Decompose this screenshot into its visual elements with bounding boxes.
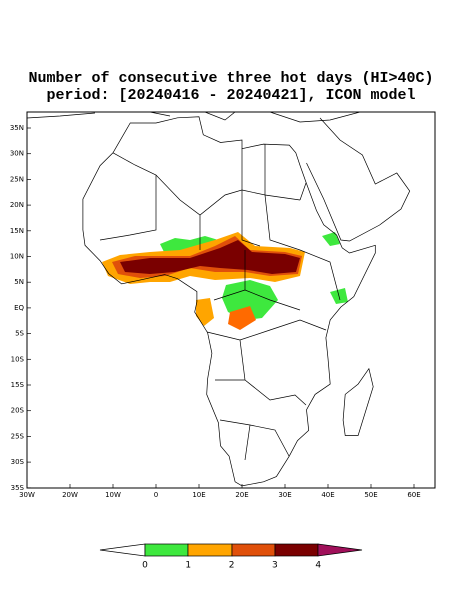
- title-line-1: Number of consecutive three hot days (HI…: [28, 70, 433, 87]
- lon-label: 40E: [321, 491, 334, 499]
- lat-label: 20S: [11, 407, 25, 415]
- lat-label: 15S: [11, 381, 25, 389]
- lon-label: 0: [154, 491, 158, 499]
- arabia-coastline: [306, 117, 411, 242]
- shade-green: [222, 280, 278, 320]
- lon-label: 60E: [407, 491, 420, 499]
- colorbar-label: 4: [315, 561, 321, 571]
- lat-label: 15N: [10, 227, 24, 235]
- lat-label: 5S: [15, 330, 24, 338]
- hazard-shading: [102, 232, 348, 330]
- lat-label: 20N: [10, 201, 24, 209]
- country-borders: [99, 144, 341, 461]
- lat-label: 5N: [14, 278, 24, 286]
- lon-label: 20E: [235, 491, 248, 499]
- map-area: [26, 111, 436, 489]
- lat-label: EQ: [14, 304, 24, 312]
- africa-coastline: [82, 116, 376, 487]
- colorbar-dark-orange: [231, 543, 276, 557]
- shade-dark-orange: [228, 306, 256, 330]
- lat-label: 35S: [11, 484, 25, 492]
- lon-label: 10E: [192, 491, 205, 499]
- europe-coastline: [27, 112, 361, 123]
- lat-label: 30N: [10, 150, 24, 158]
- colorbar-magenta: [317, 543, 363, 557]
- madagascar-coastline: [342, 367, 374, 436]
- colorbar-maroon: [274, 543, 319, 557]
- lon-label: 50E: [364, 491, 377, 499]
- shade-orange: [196, 298, 214, 326]
- lat-label: 30S: [11, 458, 25, 466]
- colorbar-label: 1: [185, 561, 191, 571]
- colorbar: [99, 543, 363, 557]
- lat-label: 10N: [10, 253, 24, 261]
- lat-label: 25N: [10, 175, 24, 183]
- lon-label: 30W: [19, 491, 35, 499]
- lon-label: 10W: [105, 491, 121, 499]
- shade-maroon: [120, 240, 300, 274]
- shade-green: [322, 232, 340, 246]
- lat-label: 10S: [11, 355, 25, 363]
- colorbar-green: [144, 543, 189, 557]
- colorbar-label: 2: [229, 561, 235, 571]
- lon-label: 30E: [278, 491, 291, 499]
- title-line-2: period: [20240416 - 20240421], ICON mode…: [46, 87, 415, 104]
- lat-label: 35N: [10, 124, 24, 132]
- lon-label: 20W: [62, 491, 78, 499]
- map-content: [27, 112, 411, 487]
- colorbar-label: 0: [142, 561, 148, 571]
- map-frame: [26, 111, 436, 489]
- colorbar-orange: [187, 543, 233, 557]
- colorbar-label: 3: [272, 561, 278, 571]
- lat-label: 25S: [11, 432, 25, 440]
- colorbar-white: [99, 543, 146, 557]
